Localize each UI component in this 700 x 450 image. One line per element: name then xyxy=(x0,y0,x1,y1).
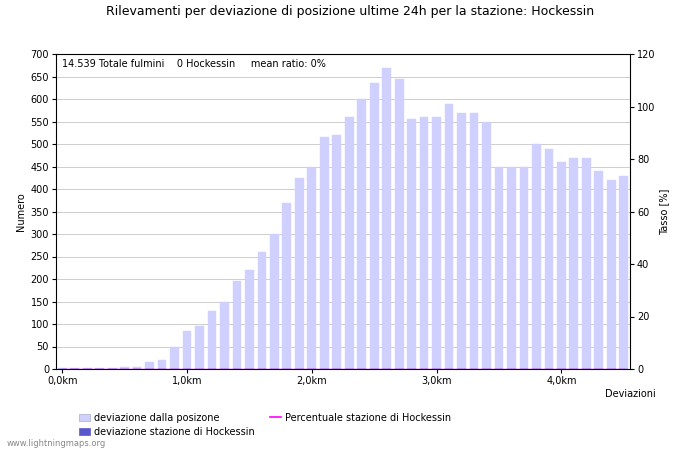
Bar xyxy=(133,367,141,369)
Bar xyxy=(108,368,116,369)
Bar xyxy=(444,104,454,369)
Bar xyxy=(95,368,104,369)
Bar xyxy=(482,122,491,369)
Bar xyxy=(83,368,92,369)
Bar xyxy=(570,158,578,369)
Text: Rilevamenti per deviazione di posizione ultime 24h per la stazione: Hockessin: Rilevamenti per deviazione di posizione … xyxy=(106,4,594,18)
Bar xyxy=(345,117,354,369)
Bar xyxy=(70,368,79,369)
Bar xyxy=(620,176,628,369)
Bar xyxy=(320,137,328,369)
Bar xyxy=(470,112,478,369)
Text: Deviazioni: Deviazioni xyxy=(605,389,655,399)
Bar xyxy=(457,112,466,369)
Text: www.lightningmaps.org: www.lightningmaps.org xyxy=(7,439,106,448)
Bar xyxy=(370,83,379,369)
Bar xyxy=(395,79,403,369)
Bar xyxy=(295,178,304,369)
Bar xyxy=(519,166,528,369)
Bar xyxy=(332,135,341,369)
Bar xyxy=(607,180,616,369)
Bar xyxy=(120,367,129,369)
Bar xyxy=(407,119,416,369)
Bar xyxy=(545,148,553,369)
Y-axis label: Tasso [%]: Tasso [%] xyxy=(659,188,670,235)
Bar xyxy=(557,162,566,369)
Text: 14.539 Totale fulmini    0 Hockessin     mean ratio: 0%: 14.539 Totale fulmini 0 Hockessin mean r… xyxy=(62,59,326,69)
Bar xyxy=(507,166,516,369)
Bar xyxy=(208,311,216,369)
Bar xyxy=(258,252,266,369)
Bar xyxy=(183,331,191,369)
Bar xyxy=(170,346,179,369)
Bar xyxy=(220,302,229,369)
Y-axis label: Numero: Numero xyxy=(16,192,27,231)
Bar xyxy=(594,171,603,369)
Bar xyxy=(158,360,167,369)
Bar xyxy=(145,362,154,369)
Bar xyxy=(532,144,541,369)
Bar xyxy=(245,270,254,369)
Bar xyxy=(283,202,291,369)
Bar xyxy=(432,117,441,369)
Bar xyxy=(58,368,66,369)
Bar xyxy=(582,158,591,369)
Bar xyxy=(420,117,428,369)
Bar xyxy=(495,166,503,369)
Bar xyxy=(382,68,391,369)
Bar xyxy=(195,326,204,369)
Bar xyxy=(270,234,279,369)
Bar xyxy=(307,166,316,369)
Bar xyxy=(232,281,241,369)
Bar xyxy=(357,99,366,369)
Legend: deviazione dalla posizone, deviazione stazione di Hockessin, Percentuale stazion: deviazione dalla posizone, deviazione st… xyxy=(75,409,455,441)
